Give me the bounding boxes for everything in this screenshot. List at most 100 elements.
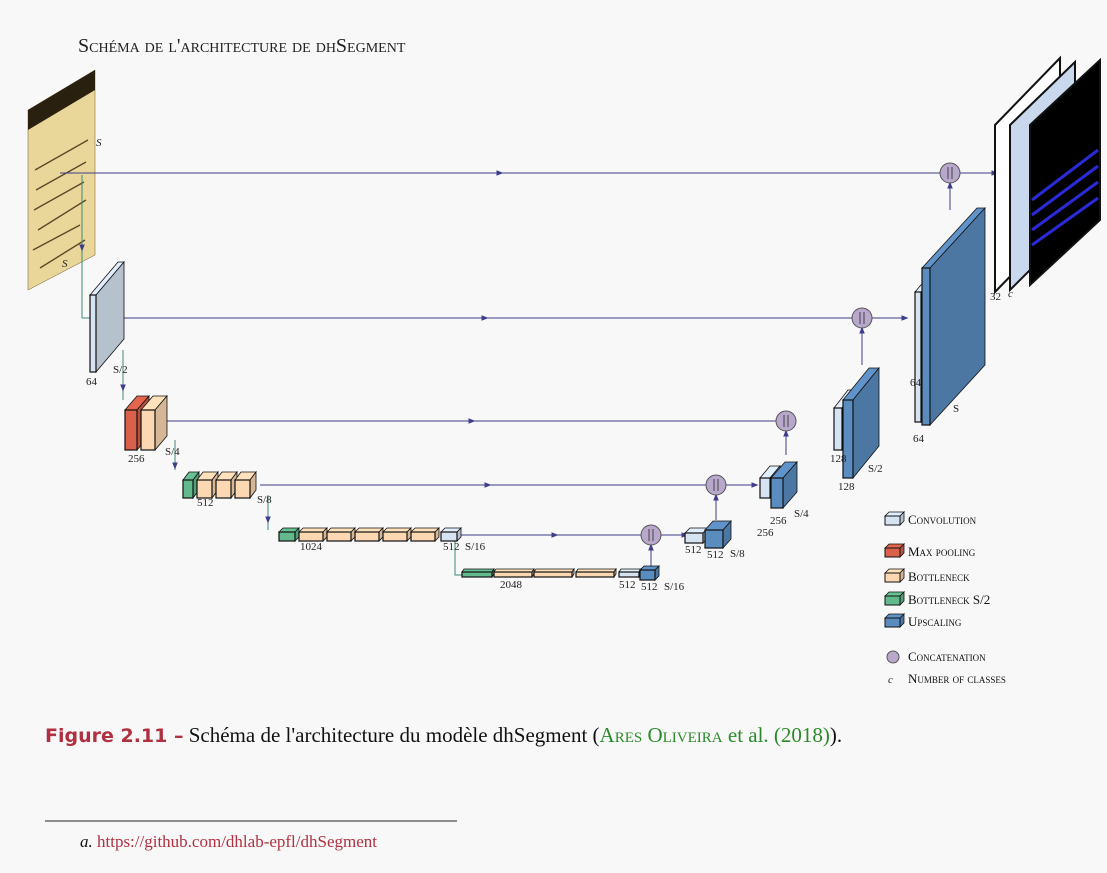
block-front [411, 532, 435, 541]
size-label: 128 [838, 481, 855, 493]
size-label: S/16 [465, 541, 486, 553]
block-front [279, 532, 295, 541]
block [411, 528, 439, 541]
block [235, 472, 256, 498]
block [534, 569, 574, 577]
caption-author: Ares Oliveira [600, 723, 723, 747]
block-front [355, 532, 379, 541]
legend-swatch [885, 614, 904, 627]
size-label: 32 [990, 291, 1001, 303]
block-front [760, 478, 770, 498]
swatch-front [885, 548, 900, 557]
block-front [922, 268, 930, 425]
block [216, 472, 237, 498]
block-front [125, 410, 137, 450]
block [494, 569, 534, 577]
legend-label: Concatenation [908, 649, 986, 664]
legend-swatch [885, 512, 904, 525]
size-label: S/8 [257, 494, 272, 506]
block-front [705, 530, 723, 548]
block-front [494, 572, 532, 577]
footnote-marker: a. [80, 832, 93, 851]
size-label: 512 [197, 497, 214, 509]
swatch-front [885, 516, 900, 525]
block-front [534, 572, 572, 577]
concat-node [776, 411, 796, 431]
block-front [299, 532, 323, 541]
block [383, 528, 411, 541]
concat-node [940, 163, 960, 183]
legend-label: Upscaling [908, 614, 962, 629]
size-label: S [62, 258, 68, 270]
block-front [383, 532, 407, 541]
block-front [640, 570, 655, 580]
size-label: 512 [707, 549, 724, 561]
block-front [216, 480, 231, 498]
size-label: S [96, 137, 102, 149]
size-label: S/4 [794, 508, 809, 520]
block-front [235, 480, 250, 498]
size-label: 2048 [500, 579, 523, 591]
legend-label: Max pooling [908, 544, 976, 559]
block-front [441, 532, 457, 541]
block-front [843, 400, 853, 478]
block-front [685, 533, 703, 543]
size-label: 512 [685, 544, 702, 556]
block [279, 528, 299, 541]
size-label: S/2 [868, 463, 883, 475]
size-label: S/2 [113, 364, 128, 376]
block [576, 569, 616, 577]
block [462, 569, 494, 577]
legend-swatch [885, 569, 904, 582]
size-label: 256 [757, 527, 774, 539]
size-label: S/4 [165, 446, 180, 458]
size-label: 1024 [300, 541, 323, 553]
size-label: 512 [641, 581, 658, 593]
legend-label: Bottleneck S/2 [908, 592, 990, 607]
size-label: S [953, 403, 959, 415]
block-front [834, 408, 842, 450]
figure: Schéma de l'architecture de dhSegment [0, 0, 1107, 873]
block [441, 528, 461, 541]
block [619, 569, 641, 577]
block [197, 472, 218, 498]
caption-number: Figure 2.11 – [45, 725, 183, 747]
block-front [90, 295, 96, 372]
block [355, 528, 383, 541]
block-front [197, 480, 212, 498]
block-front [327, 532, 351, 541]
block-front [915, 292, 921, 422]
size-label: 512 [619, 579, 636, 591]
caption-text-end: ). [830, 723, 842, 747]
legend-swatch [885, 544, 904, 557]
concat-node [852, 308, 872, 328]
concat-node [706, 475, 726, 495]
size-label: 512 [443, 541, 460, 553]
concat-node [641, 525, 661, 545]
legend-symbol: c [888, 674, 893, 686]
size-label: S/16 [664, 581, 685, 593]
block [640, 566, 659, 580]
block-front [771, 478, 783, 508]
size-label: 128 [830, 453, 847, 465]
swatch-front [885, 596, 900, 605]
legend-concat [887, 651, 899, 663]
legend-label: Number of classes [908, 671, 1006, 686]
block-front [141, 410, 155, 450]
legend-swatch [885, 592, 904, 605]
block [327, 528, 355, 541]
size-label: 256 [770, 515, 787, 527]
page: { "figure": { "title": "Schéma de l'arch… [0, 0, 1107, 873]
size-label: 256 [128, 453, 145, 465]
block-front [576, 572, 614, 577]
caption-citation: et al. (2018) [728, 723, 830, 747]
size-label: S/8 [730, 548, 745, 560]
block-front [462, 572, 492, 577]
block [299, 528, 327, 541]
footnote-url[interactable]: https://github.com/dhlab-epfl/dhSegment [97, 832, 377, 851]
caption: Figure 2.11 – Schéma de l'architecture d… [45, 723, 842, 747]
size-label: c [1008, 288, 1013, 300]
size-label: 64 [913, 433, 925, 445]
footnote: a. https://github.com/dhlab-epfl/dhSegme… [80, 832, 377, 851]
legend-label: Convolution [908, 512, 977, 527]
